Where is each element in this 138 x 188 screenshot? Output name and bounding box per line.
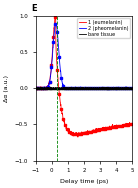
2 (pheomelanin) xyxy=(35,87,37,89)
1 (eumelanin) xyxy=(35,87,37,89)
1 (eumelanin) xyxy=(100,128,101,131)
Y-axis label: Δα (a.u.): Δα (a.u.) xyxy=(4,75,9,102)
2 (pheomelanin) xyxy=(108,87,109,89)
Line: bare tissue: bare tissue xyxy=(36,87,132,89)
2 (pheomelanin) xyxy=(92,87,94,89)
1 (eumelanin) xyxy=(79,133,80,135)
Text: E: E xyxy=(31,4,37,13)
bare tissue xyxy=(52,87,54,89)
bare tissue xyxy=(35,87,37,89)
bare tissue xyxy=(60,87,61,90)
X-axis label: Delay time (ps): Delay time (ps) xyxy=(60,179,108,184)
2 (pheomelanin) xyxy=(99,87,101,89)
bare tissue xyxy=(131,87,133,89)
2 (pheomelanin) xyxy=(60,70,62,72)
1 (eumelanin) xyxy=(52,44,54,46)
Line: 2 (pheomelanin): 2 (pheomelanin) xyxy=(36,23,132,90)
1 (eumelanin) xyxy=(60,104,62,107)
bare tissue xyxy=(102,86,103,88)
1 (eumelanin) xyxy=(92,131,94,133)
bare tissue xyxy=(79,87,80,90)
1 (eumelanin) xyxy=(131,123,133,125)
2 (pheomelanin) xyxy=(116,89,117,91)
1 (eumelanin) xyxy=(55,14,56,17)
bare tissue xyxy=(92,88,93,90)
bare tissue xyxy=(98,88,99,91)
2 (pheomelanin) xyxy=(131,86,133,89)
1 (eumelanin) xyxy=(108,126,109,129)
Legend: 1 (eumelanin), 2 (pheomelanin), bare tissue: 1 (eumelanin), 2 (pheomelanin), bare tis… xyxy=(77,18,130,38)
2 (pheomelanin) xyxy=(52,50,54,53)
1 (eumelanin) xyxy=(77,136,79,138)
bare tissue xyxy=(108,87,109,90)
Line: 1 (eumelanin): 1 (eumelanin) xyxy=(36,16,132,137)
2 (pheomelanin) xyxy=(55,22,56,24)
bare tissue xyxy=(99,87,101,89)
2 (pheomelanin) xyxy=(79,88,80,90)
